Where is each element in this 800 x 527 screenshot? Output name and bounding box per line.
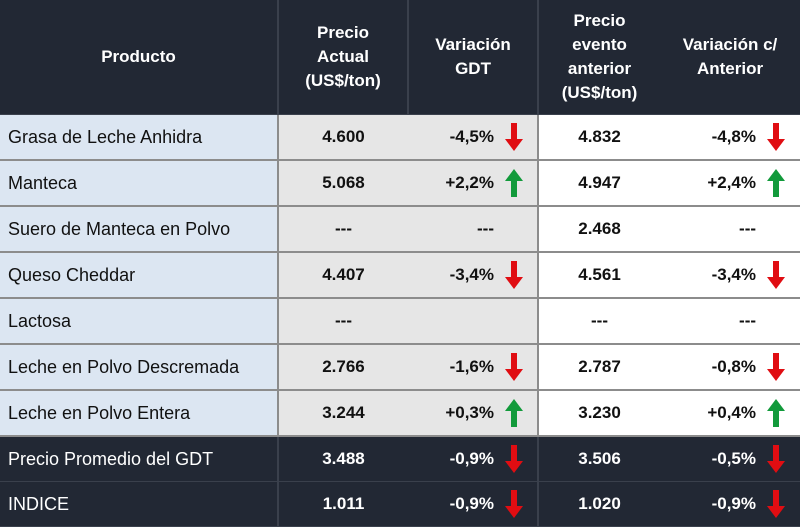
variation-previous: -0,5% [660,436,763,482]
variation-gdt-arrow [500,114,540,161]
arrow-down-icon [505,123,523,151]
variation-previous-arrow [762,114,800,161]
previous-price: 4.561 [538,252,661,299]
arrow-up-icon [767,399,786,427]
arrow-down-icon [767,123,786,151]
previous-price: 3.230 [538,390,661,437]
variation-previous-arrow [762,298,800,345]
variation-gdt-arrow [500,436,540,482]
header-row: Producto Precio Actual (US$/ton) Variaci… [0,0,800,115]
variation-previous-arrow [762,160,800,207]
variation-previous-arrow [762,206,800,253]
product-name: Precio Promedio del GDT [0,436,279,482]
variation-previous: -0,9% [660,481,763,527]
header-previous-price: Precio evento anterior (US$/ton) [538,0,661,115]
variation-previous-arrow [762,344,800,391]
arrow-down-icon [767,261,786,289]
header-product: Producto [0,0,279,115]
variation-previous: +0,4% [660,390,763,437]
variation-gdt: +2,2% [408,160,500,207]
product-name: Leche en Polvo Descremada [0,344,279,391]
variation-previous: -0,8% [660,344,763,391]
arrow-up-icon [505,169,523,197]
arrow-down-icon [767,353,786,381]
product-name: Queso Cheddar [0,252,279,299]
arrow-down-icon [767,490,786,518]
arrow-down-icon [767,445,786,473]
previous-price: 3.506 [538,436,661,482]
table-row: Leche en Polvo Entera 3.244 +0,3% 3.230 +0,4… [0,390,800,437]
variation-gdt-arrow [500,206,540,253]
current-price: --- [278,298,408,345]
variation-previous: -3,4% [660,252,763,299]
current-price: 5.068 [278,160,408,207]
variation-gdt: -0,9% [408,436,500,482]
variation-gdt: -3,4% [408,252,500,299]
variation-previous: +2,4% [660,160,763,207]
variation-gdt [408,298,500,345]
previous-price: 2.787 [538,344,661,391]
table-row: Queso Cheddar 4.407 -3,4% 4.561 -3,4% [0,252,800,299]
current-price: --- [278,206,408,253]
table-row: Lactosa --- --- --- [0,298,800,345]
variation-gdt-arrow [500,298,540,345]
table-row: Manteca 5.068 +2,2% 4.947 +2,4% [0,160,800,207]
current-price: 4.600 [278,114,408,161]
variation-previous-arrow [762,252,800,299]
variation-gdt-arrow [500,160,540,207]
product-name: INDICE [0,481,279,527]
previous-price: 1.020 [538,481,661,527]
summary-row: INDICE 1.011 -0,9% 1.020 -0,9% [0,481,800,527]
variation-gdt: -0,9% [408,481,500,527]
variation-gdt: +0,3% [408,390,500,437]
variation-gdt-arrow [500,481,540,527]
previous-price: --- [538,298,661,345]
arrow-down-icon [505,445,523,473]
product-name: Suero de Manteca en Polvo [0,206,279,253]
variation-previous: --- [660,206,763,253]
current-price: 1.011 [278,481,408,527]
arrow-up-icon [767,169,786,197]
arrow-down-icon [505,353,523,381]
product-name: Grasa de Leche Anhidra [0,114,279,161]
arrow-down-icon [505,261,523,289]
variation-gdt: -4,5% [408,114,500,161]
variation-previous: -4,8% [660,114,763,161]
variation-gdt-arrow [500,390,540,437]
header-current-price: Precio Actual (US$/ton) [278,0,409,115]
current-price: 4.407 [278,252,408,299]
variation-previous-arrow [762,436,800,482]
variation-gdt: -1,6% [408,344,500,391]
variation-previous-arrow [762,390,800,437]
current-price: 3.244 [278,390,408,437]
table-row: Grasa de Leche Anhidra 4.600 -4,5% 4.832 -4,… [0,114,800,161]
variation-gdt-arrow [500,344,540,391]
table-row: Suero de Manteca en Polvo --- --- 2.468 --- [0,206,800,253]
previous-price: 4.947 [538,160,661,207]
previous-price: 4.832 [538,114,661,161]
variation-previous: --- [660,298,763,345]
product-name: Leche en Polvo Entera [0,390,279,437]
previous-price: 2.468 [538,206,661,253]
header-variation-gdt: Variación GDT [408,0,540,115]
table-row: Leche en Polvo Descremada 2.766 -1,6% 2.787… [0,344,800,391]
product-name: Manteca [0,160,279,207]
table-body: Grasa de Leche Anhidra 4.600 -4,5% 4.832 -4,… [0,114,800,527]
header-variation-previous: Variación c/ Anterior [660,0,800,115]
product-name: Lactosa [0,298,279,345]
variation-gdt: --- [408,206,500,253]
current-price: 3.488 [278,436,408,482]
arrow-down-icon [505,490,523,518]
summary-row: Precio Promedio del GDT 3.488 -0,9% 3.506 -0… [0,436,800,482]
arrow-up-icon [505,399,523,427]
variation-previous-arrow [762,481,800,527]
current-price: 2.766 [278,344,408,391]
variation-gdt-arrow [500,252,540,299]
